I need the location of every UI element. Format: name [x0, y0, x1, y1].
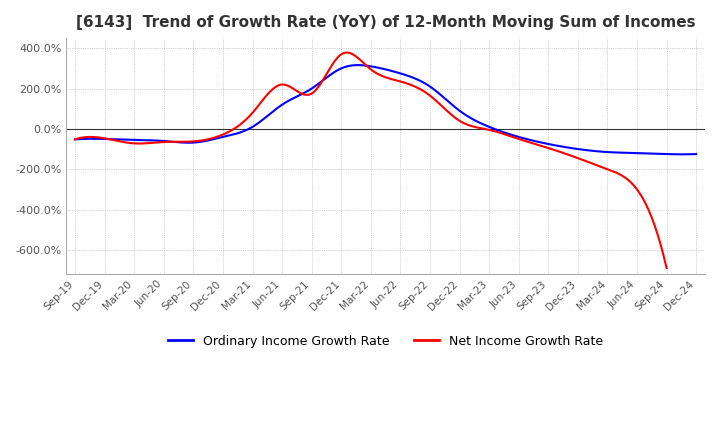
- Legend: Ordinary Income Growth Rate, Net Income Growth Rate: Ordinary Income Growth Rate, Net Income …: [163, 330, 608, 353]
- Title: [6143]  Trend of Growth Rate (YoY) of 12-Month Moving Sum of Incomes: [6143] Trend of Growth Rate (YoY) of 12-…: [76, 15, 696, 30]
